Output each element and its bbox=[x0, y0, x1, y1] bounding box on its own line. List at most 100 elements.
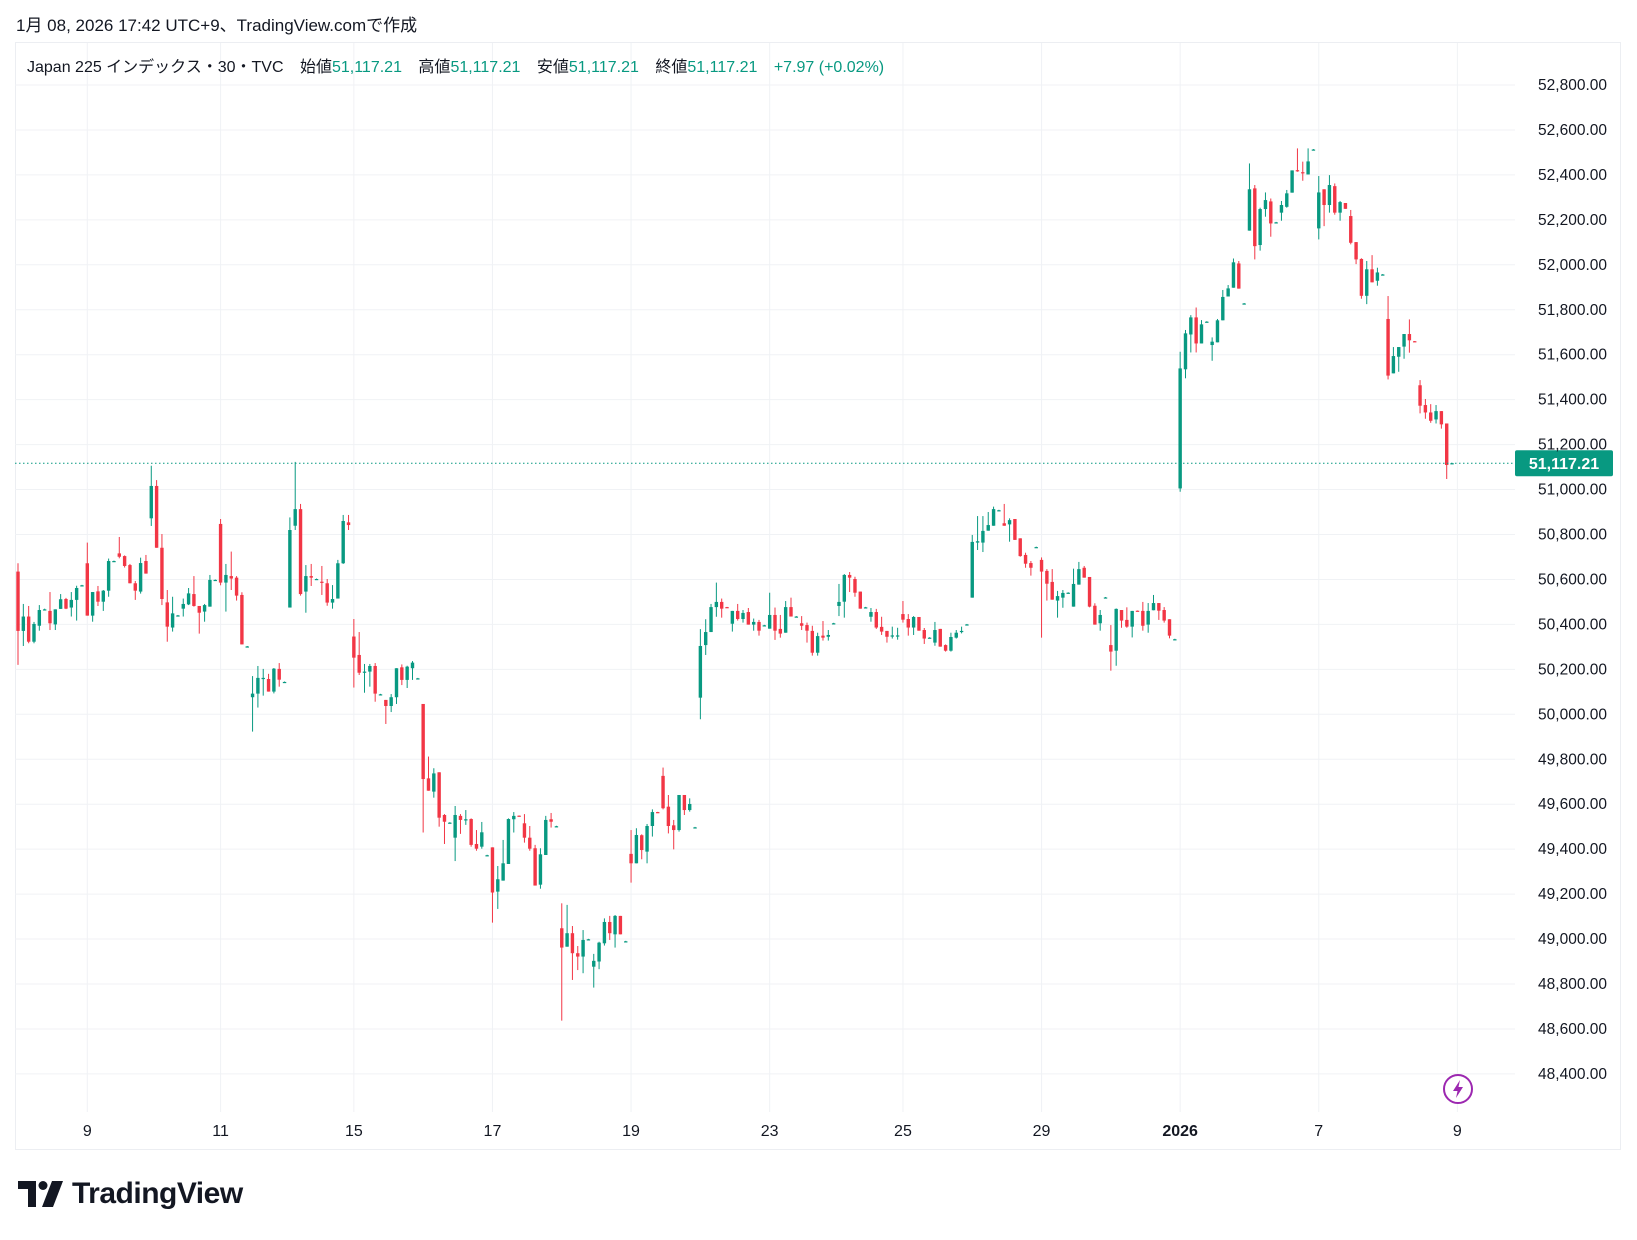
candle-up bbox=[751, 618, 756, 631]
symbol-title[interactable]: Japan 225 インデックス・30・TVC bbox=[27, 59, 284, 76]
candle-down bbox=[421, 703, 425, 833]
candle-up bbox=[927, 637, 932, 639]
candle-body bbox=[298, 509, 303, 595]
candle-body bbox=[927, 637, 932, 639]
candle-up bbox=[1210, 337, 1214, 361]
candle-body bbox=[266, 679, 271, 692]
candle-down bbox=[789, 597, 793, 617]
candle-down bbox=[234, 576, 239, 601]
candle-down bbox=[1295, 148, 1300, 172]
candle-body bbox=[821, 635, 825, 638]
candle-down bbox=[1125, 607, 1129, 628]
lightning-icon bbox=[1453, 1080, 1463, 1098]
candle-body bbox=[480, 832, 484, 847]
candle-down bbox=[943, 644, 948, 652]
tradingview-logo[interactable]: TradingView bbox=[18, 1176, 243, 1212]
candle-body bbox=[629, 853, 633, 864]
high-label: 高値 bbox=[418, 59, 451, 76]
candle-body bbox=[554, 826, 559, 828]
candle-body bbox=[32, 623, 36, 642]
time-tick-label: 2026 bbox=[1162, 1123, 1198, 1140]
candle-up bbox=[1178, 351, 1182, 492]
candle-up bbox=[53, 609, 58, 631]
candle-up bbox=[112, 560, 116, 563]
candle-up bbox=[170, 596, 175, 632]
candle-body bbox=[202, 605, 207, 612]
candle-down bbox=[117, 536, 121, 559]
candle-body bbox=[1226, 288, 1230, 297]
candle-up bbox=[245, 645, 249, 648]
candle-down bbox=[746, 607, 751, 625]
candle-body bbox=[1167, 619, 1172, 636]
candle-up bbox=[1151, 594, 1156, 611]
candle-body bbox=[277, 668, 281, 680]
candle-body bbox=[1317, 192, 1321, 229]
candle-up bbox=[890, 626, 894, 639]
candle-down bbox=[885, 630, 889, 643]
candle-body bbox=[1263, 200, 1268, 210]
time-tick-label: 19 bbox=[622, 1123, 640, 1140]
candle-body bbox=[1018, 538, 1022, 557]
candle-up bbox=[954, 630, 958, 639]
candle-body bbox=[165, 602, 169, 627]
candle-body bbox=[320, 581, 324, 583]
candle-down bbox=[1354, 242, 1358, 265]
candle-body bbox=[1114, 608, 1118, 651]
candle-body bbox=[1381, 274, 1385, 276]
candle-up bbox=[1173, 638, 1177, 641]
time-tick-label: 17 bbox=[484, 1123, 502, 1140]
candle-up bbox=[1066, 592, 1070, 594]
candle-body bbox=[1205, 321, 1209, 323]
candle-body bbox=[661, 775, 665, 809]
candle-body bbox=[815, 636, 820, 653]
candle-body bbox=[448, 822, 452, 824]
candle-up bbox=[58, 594, 63, 609]
candle-down bbox=[608, 915, 612, 940]
candle-down bbox=[309, 563, 313, 586]
candle-down bbox=[218, 518, 223, 586]
candle-down bbox=[1082, 565, 1086, 578]
candle-body bbox=[911, 616, 916, 628]
candle-down bbox=[1023, 552, 1028, 568]
last-price-line-layer: 51,117.21 bbox=[15, 450, 1613, 477]
low-value: 51,117.21 bbox=[568, 59, 639, 76]
candle-body bbox=[842, 574, 847, 602]
candle-down bbox=[847, 572, 852, 593]
candle-body bbox=[106, 561, 111, 591]
lightning-button[interactable] bbox=[1443, 1074, 1473, 1104]
candle-up bbox=[794, 616, 799, 618]
candle-down bbox=[384, 699, 388, 724]
candle-body bbox=[703, 632, 708, 646]
candle-body bbox=[85, 563, 90, 616]
candle-body bbox=[1189, 317, 1193, 335]
candle-up bbox=[106, 558, 111, 597]
candle-up bbox=[831, 622, 836, 625]
candle-down bbox=[16, 563, 20, 665]
candle-body bbox=[869, 612, 873, 617]
candle-body bbox=[1119, 610, 1124, 621]
candle-body bbox=[426, 778, 431, 791]
candle-body bbox=[90, 592, 95, 616]
candle-up bbox=[1034, 546, 1038, 549]
candle-down bbox=[1093, 603, 1097, 625]
candle-up bbox=[544, 815, 548, 855]
candle-body bbox=[186, 593, 191, 605]
candle-up bbox=[432, 768, 436, 798]
candle-down bbox=[682, 794, 687, 815]
candle-up bbox=[815, 632, 820, 656]
candle-body bbox=[965, 624, 969, 626]
candle-body bbox=[1215, 320, 1220, 343]
candle-body bbox=[1247, 189, 1252, 231]
last-price-badge bbox=[1515, 450, 1613, 477]
candle-up bbox=[592, 953, 596, 988]
candle-body bbox=[341, 521, 345, 564]
time-tick-label: 9 bbox=[83, 1123, 92, 1140]
candle-up bbox=[597, 941, 601, 970]
price-tick-label: 50,200.00 bbox=[1538, 661, 1607, 678]
candle-down bbox=[1269, 198, 1273, 237]
candle-up bbox=[714, 582, 719, 617]
chart-frame bbox=[15, 42, 1621, 1150]
candle-down bbox=[1413, 340, 1417, 343]
candle-up bbox=[565, 904, 569, 947]
